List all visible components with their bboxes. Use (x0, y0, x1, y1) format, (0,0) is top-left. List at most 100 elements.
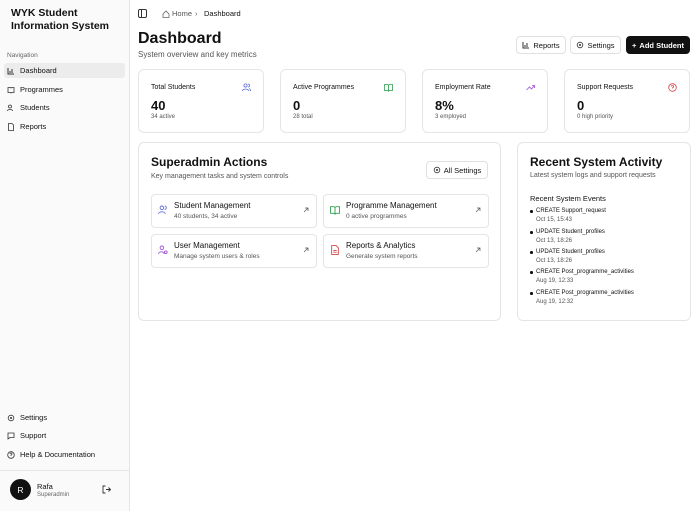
page-subtitle: System overview and key metrics (138, 50, 257, 59)
arrow (303, 247, 309, 253)
event-time: Oct 13, 18:26 (536, 258, 573, 264)
stat-card: Support Requests 0 0 high priority (564, 69, 690, 133)
actions-card: Superadmin Actions Key management tasks … (138, 142, 501, 321)
stat-label: Employment Rate (435, 84, 491, 91)
icon (433, 166, 440, 174)
stat-note: 3 employed (435, 114, 467, 120)
button-label: All Settings (443, 165, 482, 175)
stat-value: 0 (577, 98, 585, 113)
user-name: Rafa (37, 482, 53, 491)
icon (7, 432, 15, 440)
brand: WYK Student Information System (11, 7, 110, 32)
nav-item[interactable]: Support (4, 428, 125, 443)
action-title: Student Management (174, 201, 251, 210)
action-title: User Management (174, 241, 240, 250)
event-action: CREATE Post_programme_activities (530, 269, 634, 275)
nav-label: Programmes (20, 85, 63, 94)
action-desc: 40 students, 34 active (174, 213, 238, 220)
nav-label: Dashboard (20, 66, 57, 75)
section-heading: Recent System Events (530, 194, 606, 203)
stat-card: Active Programmes 0 28 total (280, 69, 406, 133)
event-time: Oct 13, 18:26 (536, 238, 573, 244)
action-item[interactable]: User Management Manage system users & rol… (151, 234, 317, 268)
nav-label: Help & Documentation (20, 450, 96, 459)
stat-label: Active Programmes (293, 84, 355, 91)
nav-item[interactable]: Students (4, 100, 125, 115)
sidebar-toggle[interactable] (138, 9, 147, 18)
stat-label: Total Students (151, 84, 196, 91)
nav-label: Settings (20, 413, 48, 422)
button[interactable]: Settings (570, 36, 621, 54)
button-icon: + (632, 40, 637, 50)
icon (577, 41, 584, 49)
action-title: Programme Management (346, 201, 437, 210)
user-role: Superadmin (37, 492, 70, 498)
logout-button[interactable] (102, 485, 111, 494)
stat-card: Employment Rate 8% 3 employed (422, 69, 548, 133)
action-desc: Generate system reports (346, 253, 418, 260)
button-label: Add Student (639, 40, 684, 50)
nav-item[interactable]: Dashboard (4, 63, 125, 78)
button-label: Reports (533, 40, 560, 50)
card-subtitle: Latest system logs and support requests (530, 172, 656, 179)
icon (331, 245, 339, 255)
stat-note: 34 active (151, 114, 176, 120)
event-action: UPDATE Student_profiles (530, 249, 605, 255)
breadcrumb-separator: › (195, 9, 198, 18)
nav-label: Students (20, 103, 50, 112)
stat-value: 0 (293, 98, 301, 113)
stat-note: 0 high priority (577, 114, 614, 120)
icon (7, 450, 15, 459)
event: UPDATE Student_profiles Oct 13, 18:26 (530, 249, 605, 264)
action-desc: Manage system users & roles (174, 253, 260, 260)
nav-item[interactable]: Programmes (4, 82, 125, 97)
nav-item[interactable]: Reports (4, 119, 125, 134)
stat-note: 28 total (293, 114, 313, 120)
action-item[interactable]: Programme Management 0 active programmes (323, 194, 489, 228)
event: CREATE Support_request Oct 15, 15:43 (530, 208, 606, 223)
event-time: Aug 19, 12:32 (536, 299, 574, 305)
button[interactable]: + Add Student (626, 36, 690, 54)
card-title: Superadmin Actions (151, 155, 268, 169)
icon (8, 122, 14, 131)
action-desc: 0 active programmes (346, 213, 407, 220)
button-label: Settings (587, 40, 615, 50)
icon (526, 85, 535, 91)
button[interactable]: Reports (516, 36, 566, 54)
nav-label: Support (20, 431, 47, 440)
event-action: UPDATE Student_profiles (530, 229, 605, 235)
breadcrumb-link[interactable]: Home (172, 9, 193, 18)
divider (0, 470, 130, 471)
icon (330, 206, 340, 215)
action-item[interactable]: Reports & Analytics Generate system repor… (323, 234, 489, 268)
event-action: CREATE Support_request (530, 208, 606, 214)
card-title: Recent System Activity (530, 155, 663, 169)
card-subtitle: Key management tasks and system controls (151, 173, 289, 180)
stat-label: Support Requests (577, 84, 634, 91)
icon (7, 67, 14, 74)
page-title: Dashboard (138, 30, 222, 47)
event: CREATE Post_programme_activities Aug 19, … (530, 290, 634, 305)
icon (668, 83, 677, 92)
nav-label: Reports (20, 122, 47, 131)
event: CREATE Post_programme_activities Aug 19, … (530, 269, 634, 284)
icon (242, 83, 251, 92)
breadcrumb-current: Dashboard (204, 9, 241, 18)
nav-item[interactable]: Help & Documentation (4, 447, 125, 462)
event-time: Oct 15, 15:43 (536, 217, 573, 223)
event-action: CREATE Post_programme_activities (530, 290, 634, 296)
stat-card: Total Students 40 34 active (138, 69, 264, 133)
stat-value: 8% (435, 98, 454, 113)
nav-item[interactable]: Settings (4, 410, 125, 425)
event-time: Aug 19, 12:33 (536, 278, 574, 284)
action-title: Reports & Analytics (346, 241, 416, 250)
event: UPDATE Student_profiles Oct 13, 18:26 (530, 229, 605, 244)
sidebar: WYK Student Information System Navigatio… (0, 0, 130, 511)
arrow (475, 207, 481, 213)
icon (7, 104, 13, 111)
action-item[interactable]: Student Management 40 students, 34 active (151, 194, 317, 228)
button[interactable]: All Settings (426, 161, 488, 179)
arrow (303, 207, 309, 213)
